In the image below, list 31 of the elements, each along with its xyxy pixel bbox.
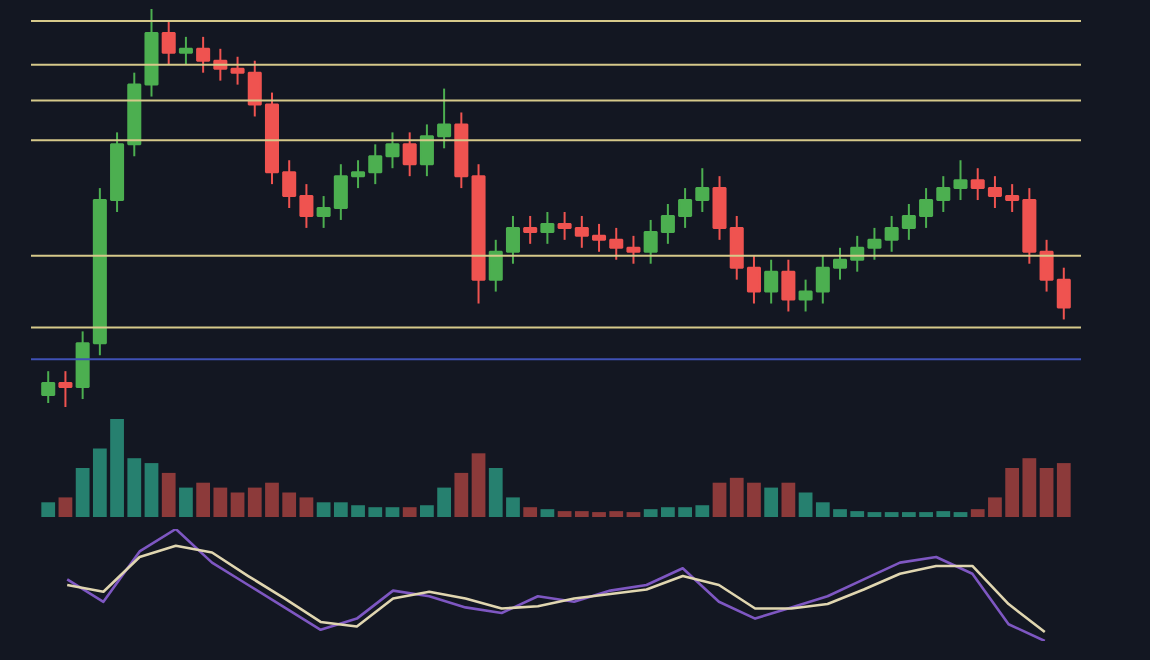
candlestick xyxy=(764,258,779,305)
bar xyxy=(454,472,469,517)
candlestick xyxy=(970,167,985,202)
bar xyxy=(41,502,56,517)
bar xyxy=(471,453,486,517)
bar xyxy=(557,511,572,517)
bar xyxy=(161,472,176,517)
bar xyxy=(58,497,73,517)
candlestick xyxy=(523,214,538,245)
candlestick xyxy=(781,258,796,313)
bar xyxy=(299,497,314,517)
candlestick xyxy=(178,35,193,66)
bar xyxy=(764,487,779,517)
bar xyxy=(798,492,813,517)
bar xyxy=(179,487,193,517)
bar xyxy=(540,509,555,517)
candlestick xyxy=(196,35,211,74)
bar xyxy=(144,463,159,517)
bar xyxy=(402,507,417,517)
bar xyxy=(230,492,245,517)
bar xyxy=(385,507,400,517)
bar xyxy=(523,507,538,517)
candlestick xyxy=(540,210,555,245)
candlestick xyxy=(41,370,56,405)
candlestick xyxy=(58,370,73,407)
candlestick xyxy=(402,131,417,178)
bar xyxy=(781,482,796,517)
bar xyxy=(1056,463,1071,517)
bar xyxy=(712,482,727,517)
candlestick xyxy=(161,19,176,66)
bar xyxy=(1039,468,1054,517)
